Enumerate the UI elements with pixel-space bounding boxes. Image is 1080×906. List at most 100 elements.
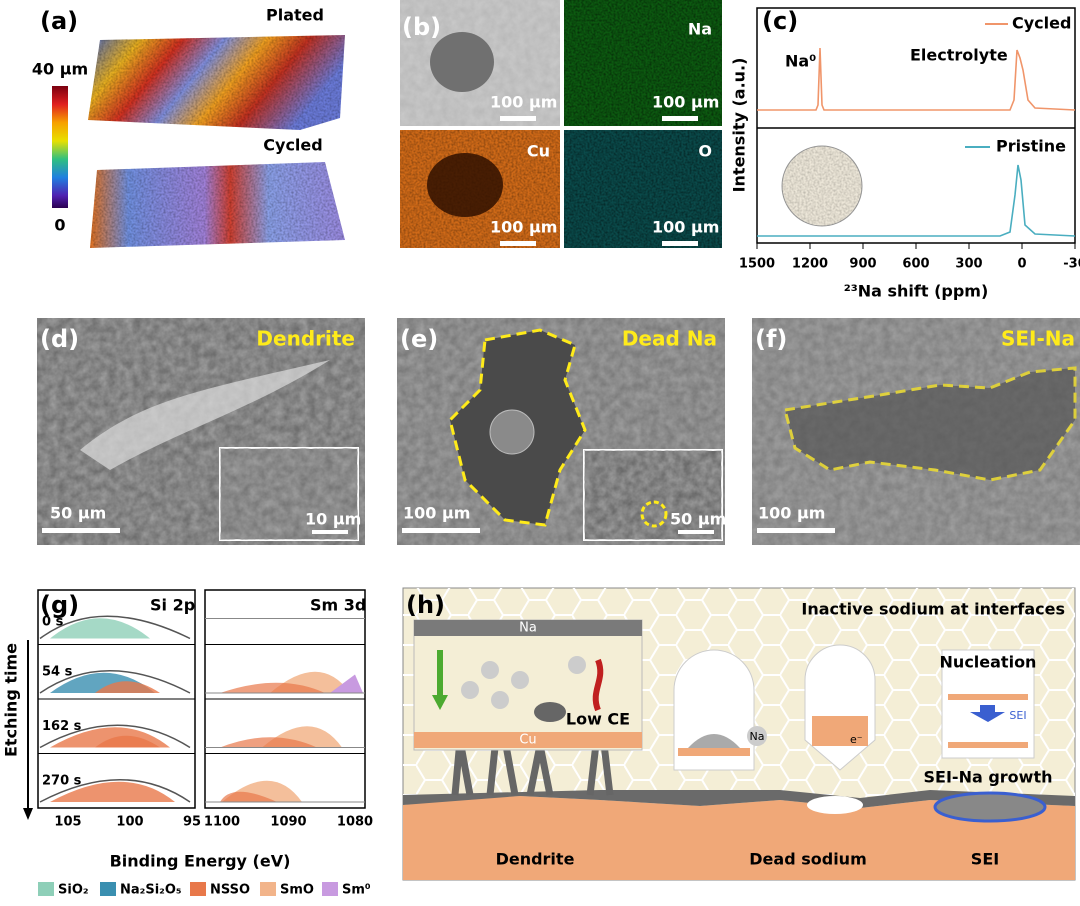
surface-texture — [90, 162, 345, 248]
panel-title: Dead Na — [622, 327, 717, 351]
fit-peak — [50, 781, 175, 802]
panel-label: (f) — [755, 325, 787, 353]
subtitle: Sm 3d — [310, 596, 366, 615]
na-ion — [568, 656, 586, 674]
peak-label: Na⁰ — [785, 52, 816, 71]
x-axis-label: Binding Energy (eV) — [110, 852, 291, 871]
y-axis-label: Etching time — [2, 643, 21, 757]
na-layer — [414, 620, 642, 636]
bubble-substrate — [678, 748, 750, 756]
scalebar — [42, 528, 120, 533]
legend-label: Na₂Si₂O₅ — [120, 883, 182, 898]
row-label: 270 s — [42, 773, 82, 788]
arrowhead — [432, 695, 448, 710]
arrow-up — [592, 658, 604, 712]
panel-d: (d) Dendrite 50 μm 10 μm — [37, 318, 365, 545]
na-ion — [461, 681, 479, 699]
low-ce: Low CE — [566, 710, 630, 729]
scalebar — [500, 116, 536, 121]
nucleation-label: Nucleation — [940, 653, 1037, 672]
caption: Dendrite — [496, 850, 575, 869]
x-axis-label: ²³Na shift (ppm) — [844, 282, 989, 301]
x-tick-label: 1090 — [270, 815, 306, 830]
scalebar-label: 100 μm — [490, 93, 557, 112]
panel-e: (e) Dead Na 100 μm 50 μm — [397, 318, 726, 545]
legend-label: Pristine — [996, 137, 1066, 156]
substrate — [403, 796, 1075, 880]
panel-label: (e) — [400, 325, 438, 353]
element-label: O — [698, 142, 712, 161]
panel-label: (d) — [40, 325, 79, 353]
label-cycled: Cycled — [263, 136, 322, 155]
panel-title: SEI-Na — [1001, 327, 1075, 351]
schematic-title: Inactive sodium at interfaces — [801, 600, 1065, 619]
x-tick-label: 300 — [955, 257, 982, 272]
x-tick-label: -30 — [1063, 257, 1080, 272]
arrowhead — [23, 808, 33, 820]
legend-label: NSSO — [210, 883, 250, 898]
element-label: Cu — [527, 142, 550, 161]
photo-dots — [782, 146, 862, 226]
scalebar — [500, 241, 536, 246]
panel-b: (b) Na Cu O 100 μm 100 μm 100 μm 100 μm — [400, 0, 722, 248]
envelope — [39, 615, 191, 640]
panel-title: Dendrite — [256, 327, 355, 351]
scalebar-label: 50 μm — [670, 510, 726, 529]
x-tick-label: 1100 — [204, 815, 240, 830]
arrow-down — [970, 705, 1005, 722]
x-tick-label: 0 — [1017, 257, 1026, 272]
scalebar-label: 100 μm — [758, 504, 825, 523]
caption: SEI — [971, 850, 999, 869]
row-label: 0 s — [42, 615, 64, 630]
fit-peak — [220, 791, 277, 802]
spectrum-cycled — [757, 47, 1076, 111]
x-tick-label: 1080 — [337, 815, 373, 830]
legend-label: Sm⁰ — [342, 883, 371, 898]
scalebar-label: 50 μm — [50, 504, 106, 523]
x-tick-label: 105 — [54, 815, 81, 830]
legend-label: SiO₂ — [58, 883, 89, 898]
legend-swatch — [322, 882, 338, 896]
inset-outline — [640, 500, 668, 528]
panel-h: Inactive sodium at interfaces (h) Na Cu … — [402, 587, 1076, 881]
texture — [564, 130, 722, 248]
dead-cluster — [534, 702, 566, 722]
layer-label: Na — [519, 621, 537, 636]
sei-na — [933, 791, 1047, 823]
electron-label: e⁻ — [850, 733, 863, 746]
growth-label: SEI-Na growth — [924, 768, 1053, 787]
legend-label: Cycled — [1012, 14, 1071, 33]
scalebar-label: 100 μm — [490, 218, 557, 237]
scalebar — [312, 530, 348, 534]
inset-box — [413, 619, 643, 751]
scalebar-label: 10 μm — [305, 510, 361, 529]
na-ion — [491, 691, 509, 709]
dead-na — [807, 796, 863, 814]
legend-swatch — [260, 882, 276, 896]
x-tick-label: 1500 — [739, 257, 775, 272]
na-ion — [747, 726, 767, 746]
panel-a: (a) Plated Cycled 40 μm 0 — [32, 6, 345, 248]
fit-peak — [220, 737, 317, 748]
bubble-substrate — [948, 694, 1028, 700]
colorbar — [52, 86, 68, 208]
row-label: 162 s — [42, 719, 82, 734]
subtitle: Si 2p — [150, 596, 195, 615]
colorbar-min: 0 — [54, 216, 65, 235]
scalebar-label: 100 μm — [403, 504, 470, 523]
scalebar — [662, 241, 698, 246]
y-axis-label: Intensity (a.u.) — [730, 58, 749, 193]
scalebar — [757, 528, 835, 533]
texture — [220, 448, 358, 540]
envelope — [39, 779, 191, 803]
element-label: Na — [688, 20, 712, 39]
legend-swatch — [38, 882, 54, 896]
panel-label: (g) — [40, 591, 79, 619]
label-plated: Plated — [266, 6, 324, 25]
fit-peak — [95, 681, 160, 693]
panel-label: (c) — [762, 7, 798, 35]
panel-g: 0 s 54 s 162 s 270 s (g) Si 2p Sm 3d Etchin… — [2, 589, 373, 898]
na-ion — [511, 671, 529, 689]
na-ion — [481, 661, 499, 679]
